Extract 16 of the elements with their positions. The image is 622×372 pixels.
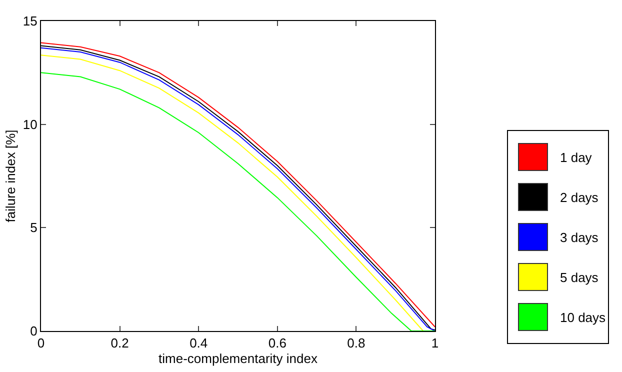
x-axis-title: time-complementarity index [158, 351, 318, 366]
x-tick-label: 0.8 [347, 336, 366, 351]
legend-label: 3 days [560, 230, 598, 244]
y-tick-label: 5 [30, 220, 38, 236]
x-tick-label: 0.2 [110, 336, 129, 351]
y-tick-label: 15 [22, 14, 38, 29]
x-tick-label: 1 [431, 336, 439, 351]
legend-label: 10 days [560, 310, 606, 324]
legend-label: 5 days [560, 270, 598, 284]
x-tick-label: 0.6 [268, 336, 286, 351]
x-tick-label: 0.4 [190, 336, 208, 351]
y-tick-label: 10 [22, 116, 38, 132]
legend-label: 1 day [560, 150, 592, 164]
y-axis-title: failure index [%] [2, 130, 18, 222]
y-tick-label: 0 [30, 324, 38, 339]
legend-label: 2 days [560, 190, 598, 204]
